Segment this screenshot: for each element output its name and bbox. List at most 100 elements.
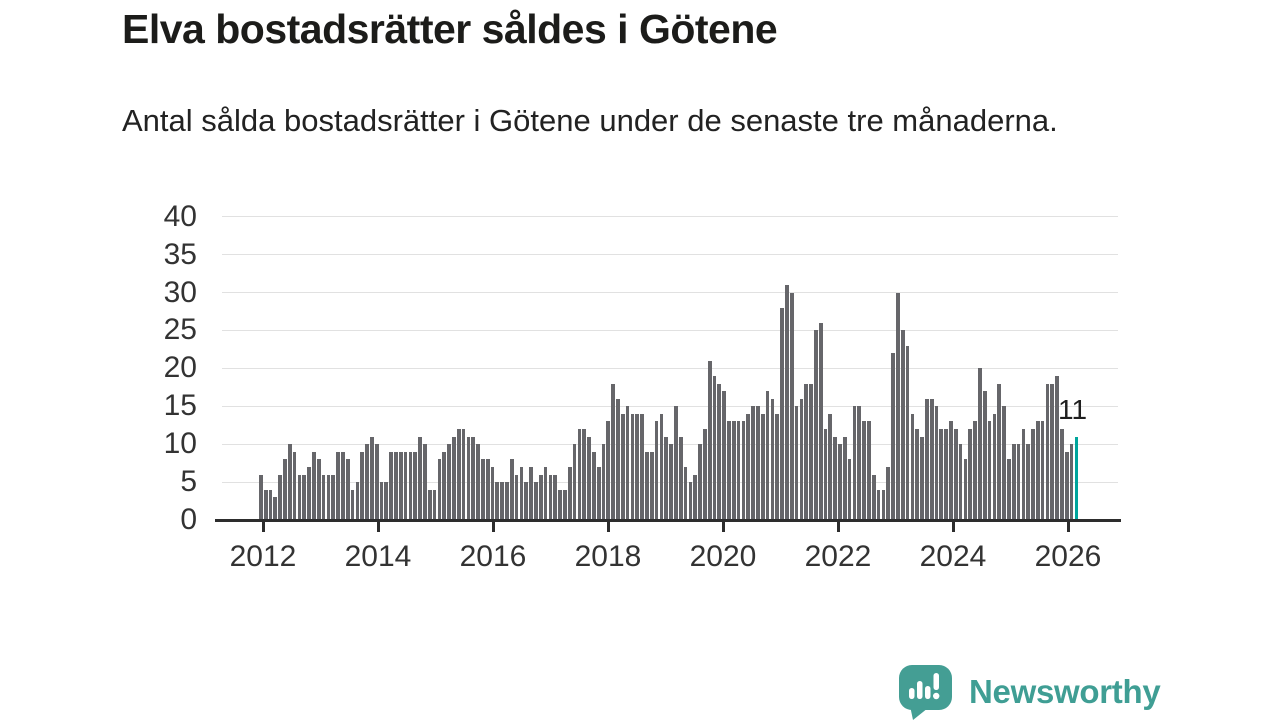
bar bbox=[905, 345, 910, 520]
bar bbox=[1031, 429, 1035, 520]
bar bbox=[659, 413, 664, 520]
bar bbox=[968, 429, 973, 520]
bar bbox=[635, 413, 640, 520]
bar bbox=[558, 489, 562, 520]
bar bbox=[1045, 383, 1050, 520]
bar bbox=[982, 391, 987, 520]
bar bbox=[978, 368, 982, 520]
bar bbox=[596, 466, 601, 520]
bar bbox=[505, 482, 509, 520]
bar bbox=[1026, 444, 1031, 520]
bar bbox=[698, 444, 702, 520]
bar bbox=[1069, 444, 1074, 520]
bar bbox=[398, 451, 403, 520]
bar bbox=[442, 451, 447, 520]
bar bbox=[452, 436, 456, 520]
x-axis-label-2024: 2024 bbox=[919, 540, 987, 573]
bar bbox=[731, 421, 736, 520]
bar bbox=[838, 444, 842, 520]
bar bbox=[611, 383, 615, 520]
x-axis-tick-2016 bbox=[491, 520, 495, 532]
bar bbox=[944, 429, 948, 520]
bar bbox=[321, 474, 326, 520]
bar bbox=[702, 429, 707, 520]
bar bbox=[751, 406, 755, 520]
bar bbox=[953, 429, 958, 520]
y-axis-label: 30 bbox=[163, 275, 197, 309]
bar bbox=[563, 489, 567, 520]
bar bbox=[833, 436, 837, 520]
x-axis-tick-2018 bbox=[606, 520, 610, 532]
bar bbox=[519, 466, 524, 520]
bar bbox=[263, 489, 268, 520]
y-axis-label: 0 bbox=[180, 503, 197, 536]
bar bbox=[283, 459, 287, 520]
bar bbox=[707, 360, 712, 520]
x-axis-label-2018: 2018 bbox=[574, 540, 642, 573]
last-value-label: 11 bbox=[1058, 394, 1088, 425]
bar bbox=[915, 429, 920, 520]
bar bbox=[973, 421, 977, 520]
bar bbox=[606, 421, 611, 520]
bar bbox=[958, 444, 963, 520]
x-axis-tick-2020 bbox=[721, 520, 725, 532]
bar bbox=[529, 466, 533, 520]
bar bbox=[616, 398, 620, 520]
bar bbox=[741, 421, 746, 520]
bar bbox=[939, 429, 944, 520]
bar bbox=[886, 466, 891, 520]
chart-subtitle: Antal sålda bostadsrätter i Götene under… bbox=[122, 103, 1058, 138]
y-axis-label: 25 bbox=[163, 313, 197, 347]
bar bbox=[350, 489, 355, 520]
bar bbox=[1002, 406, 1006, 520]
newsworthy-logo: Newsworthy bbox=[897, 663, 1161, 720]
bar bbox=[548, 474, 553, 520]
bar bbox=[1064, 451, 1069, 520]
bar bbox=[881, 489, 886, 520]
bar bbox=[403, 451, 408, 520]
bar bbox=[1021, 429, 1026, 520]
bar bbox=[490, 466, 495, 520]
y-axis-label: 35 bbox=[163, 237, 197, 271]
bar bbox=[891, 353, 895, 520]
bar bbox=[712, 375, 717, 520]
highlighted-bar bbox=[1074, 436, 1079, 520]
x-axis-line bbox=[215, 519, 1121, 522]
bar bbox=[1035, 421, 1040, 520]
x-axis-tick-2014 bbox=[376, 520, 380, 532]
bar bbox=[910, 413, 915, 520]
bar bbox=[413, 451, 418, 520]
bar bbox=[654, 421, 659, 520]
bar bbox=[688, 482, 693, 520]
bar bbox=[456, 429, 461, 520]
bar bbox=[553, 474, 558, 520]
bar bbox=[625, 406, 630, 520]
bar bbox=[591, 451, 596, 520]
bar bbox=[852, 406, 857, 520]
bar bbox=[316, 459, 321, 520]
x-axis-label-2020: 2020 bbox=[689, 540, 757, 573]
bar bbox=[374, 444, 379, 520]
bar bbox=[587, 436, 591, 520]
bar bbox=[736, 421, 741, 520]
y-axis-label: 20 bbox=[163, 351, 197, 385]
bar bbox=[924, 398, 929, 520]
bar bbox=[408, 451, 413, 520]
bar bbox=[1060, 429, 1064, 520]
bar bbox=[818, 322, 823, 520]
bar bbox=[326, 474, 331, 520]
bar bbox=[794, 406, 799, 520]
bar bbox=[538, 474, 543, 520]
bar bbox=[534, 482, 538, 520]
bar bbox=[273, 497, 278, 520]
bar bbox=[823, 429, 828, 520]
x-axis-label-2012: 2012 bbox=[229, 540, 297, 573]
bar bbox=[432, 489, 437, 520]
bar bbox=[727, 421, 731, 520]
bar bbox=[307, 466, 311, 520]
bar bbox=[480, 459, 485, 520]
bar bbox=[765, 391, 770, 520]
bar bbox=[360, 451, 365, 520]
